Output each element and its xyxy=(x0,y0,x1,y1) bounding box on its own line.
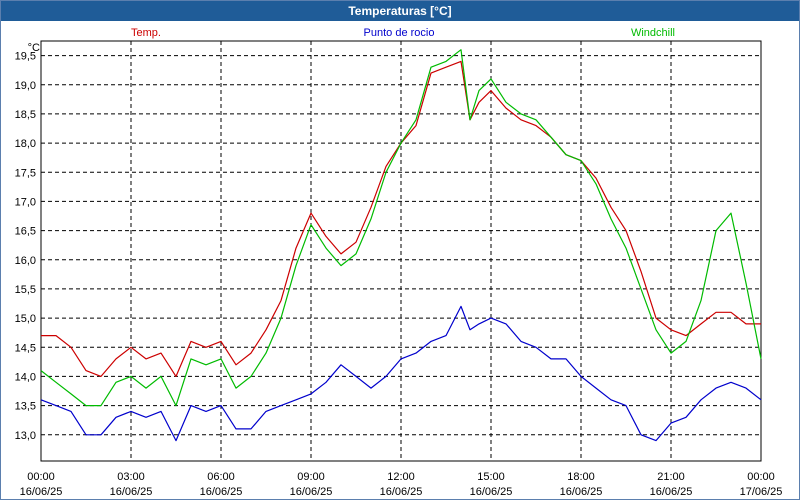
x-tick-time: 21:00 xyxy=(657,471,685,483)
x-tick-time: 15:00 xyxy=(477,471,505,483)
y-tick-label: 17,5 xyxy=(15,167,36,179)
y-tick-label: 14,0 xyxy=(15,371,36,383)
x-tick-date: 17/06/25 xyxy=(740,486,783,498)
chart-title: Temperaturas [°C] xyxy=(1,1,799,21)
x-tick-time: 18:00 xyxy=(567,471,595,483)
series-line-temp- xyxy=(41,60,761,377)
legend-entry: Punto de rocio xyxy=(364,27,435,39)
y-tick-label: 16,5 xyxy=(15,226,36,238)
x-tick-date: 16/06/25 xyxy=(560,486,603,498)
x-tick-time: 00:00 xyxy=(27,471,55,483)
x-tick-time: 06:00 xyxy=(207,471,235,483)
y-axis-unit: °C xyxy=(28,42,40,54)
x-tick-date: 16/06/25 xyxy=(20,486,63,498)
legend-entry: Temp. xyxy=(131,27,161,39)
series-line-punto-de-rocio xyxy=(40,305,762,442)
y-tick-label: 15,0 xyxy=(15,313,36,325)
x-tick-date: 16/06/25 xyxy=(380,486,423,498)
y-tick-label: 17,0 xyxy=(15,196,36,208)
x-tick-time: 09:00 xyxy=(297,471,325,483)
y-tick-label: 13,5 xyxy=(15,401,36,413)
x-tick-time: 03:00 xyxy=(117,471,145,483)
x-tick-time: 12:00 xyxy=(387,471,415,483)
y-tick-label: 15,5 xyxy=(15,284,36,296)
y-tick-label: 18,0 xyxy=(15,138,36,150)
y-tick-label: 16,0 xyxy=(15,255,36,267)
y-tick-label: 14,5 xyxy=(15,342,36,354)
x-tick-date: 16/06/25 xyxy=(290,486,333,498)
x-tick-date: 16/06/25 xyxy=(110,486,153,498)
y-tick-label: 19,0 xyxy=(15,80,36,92)
y-tick-label: 19,5 xyxy=(15,51,36,63)
x-tick-date: 16/06/25 xyxy=(200,486,243,498)
x-tick-date: 16/06/25 xyxy=(470,486,513,498)
y-tick-label: 13,0 xyxy=(15,430,36,442)
series-line-windchill xyxy=(40,49,762,407)
x-tick-date: 16/06/25 xyxy=(650,486,693,498)
x-tick-time: 00:00 xyxy=(747,471,775,483)
y-tick-label: 18,5 xyxy=(15,109,36,121)
legend-entry: Windchill xyxy=(631,27,675,39)
